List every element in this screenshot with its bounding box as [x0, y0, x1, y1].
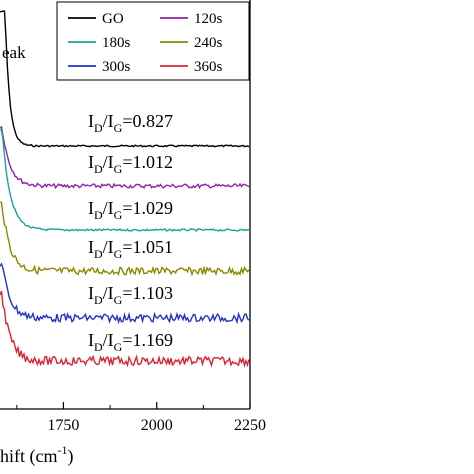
- legend-label-180s: 180s: [102, 35, 131, 51]
- spectrum-line-180s: [0, 129, 250, 233]
- legend-box: [56, 1, 250, 81]
- x-tick-label: 1750: [47, 417, 79, 434]
- x-tick-label: 2000: [141, 417, 173, 434]
- spectrum-line-120s: [0, 125, 250, 190]
- ratio-label-300s: ID/IG=1.103: [88, 283, 173, 307]
- x-axis-label: hift (cm-1): [0, 443, 73, 467]
- spectrum-line-300s: [0, 262, 250, 325]
- legend-label-360s: 360s: [194, 59, 223, 75]
- legend: GO 120s 180s 240s 300s 360s: [56, 1, 250, 81]
- ratio-labels: ID/IG=0.827 ID/IG=1.012 ID/IG=1.029 ID/IG=1…: [88, 111, 173, 354]
- ratio-label-120s: ID/IG=1.012: [88, 152, 173, 176]
- x-tick-label: 2250: [234, 417, 266, 434]
- legend-label-120s: 120s: [194, 11, 223, 27]
- ratio-label-240s: ID/IG=1.051: [88, 237, 173, 261]
- plot-lines: [0, 10, 250, 368]
- peak-label-fragment: eak: [2, 43, 26, 62]
- spectrum-line-240s: [0, 201, 250, 277]
- legend-label-300s: 300s: [102, 59, 131, 75]
- x-ticks: 1750 2000 2250: [16, 402, 266, 434]
- legend-label-GO: GO: [102, 11, 124, 27]
- spectrum-line-GO: [0, 10, 250, 148]
- ratio-label-GO: ID/IG=0.827: [88, 111, 173, 135]
- ratio-label-180s: ID/IG=1.029: [88, 198, 173, 222]
- legend-label-240s: 240s: [194, 35, 223, 51]
- ratio-label-360s: ID/IG=1.169: [88, 330, 173, 354]
- spectrum-line-360s: [0, 290, 250, 368]
